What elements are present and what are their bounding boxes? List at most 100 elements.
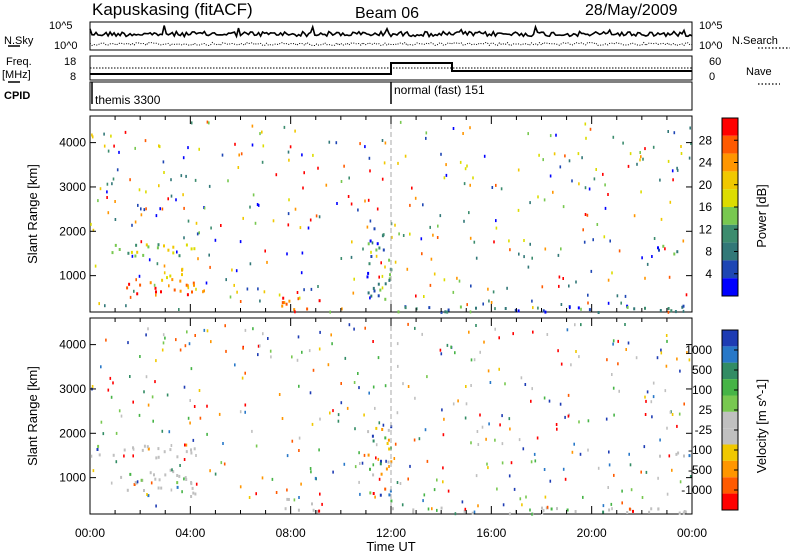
scatter-point: [479, 413, 481, 417]
scatter-point: [335, 141, 338, 145]
scatter-point: [129, 472, 132, 476]
scatter-point: [432, 233, 434, 237]
scatter-point: [421, 252, 423, 256]
scatter-point: [136, 480, 139, 484]
scatter-point: [154, 286, 157, 290]
scatter-point: [590, 269, 593, 273]
scatter-point: [131, 223, 133, 227]
scatter-point: [123, 448, 126, 452]
scatter-point: [163, 271, 166, 275]
scatter-point: [190, 451, 193, 455]
colorbar-tick-label: 8: [705, 245, 712, 259]
scatter-point: [123, 454, 125, 458]
scatter-point: [443, 176, 446, 180]
scatter-point: [388, 258, 391, 262]
scatter-point: [476, 430, 479, 433]
scatter-point: [312, 368, 315, 372]
scatter-point: [197, 257, 199, 261]
scatter-point: [385, 467, 388, 471]
scatter-point: [303, 171, 305, 175]
scatter-point: [357, 208, 359, 212]
colorbar-segment: [722, 477, 738, 494]
scatter-point: [562, 467, 565, 471]
colorbar-segment: [722, 330, 738, 347]
scatter-point: [143, 489, 145, 492]
scatter-point: [544, 495, 547, 499]
scatter-point: [446, 343, 449, 347]
scatter-point: [190, 367, 193, 371]
scatter-point: [203, 289, 205, 293]
scatter-point: [508, 474, 511, 478]
scatter-point: [646, 390, 649, 394]
scatter-point: [373, 227, 376, 231]
scatter-point: [370, 255, 373, 258]
scatter-point: [296, 358, 299, 362]
scatter-point: [607, 193, 609, 196]
scatter-point: [124, 130, 127, 134]
scatter-point: [483, 340, 485, 344]
scatter-point: [522, 447, 525, 451]
scatter-point: [447, 489, 450, 493]
scatter-point: [189, 421, 191, 425]
scatter-point: [597, 311, 600, 314]
scatter-point: [412, 508, 415, 512]
scatter-point: [147, 327, 149, 331]
y-tick-label: 4000: [59, 338, 86, 352]
scatter-point: [512, 332, 514, 336]
scatter-point: [607, 301, 610, 305]
scatter-point: [376, 207, 379, 211]
scatter-point: [620, 301, 622, 305]
scatter-point: [185, 174, 187, 178]
scatter-point: [690, 142, 692, 145]
colorbar-tick-label: -100: [688, 443, 712, 457]
scatter-point: [291, 355, 293, 359]
scatter-point: [115, 460, 118, 464]
scatter-point: [145, 190, 147, 194]
scatter-point: [541, 285, 544, 289]
scatter-point: [673, 252, 676, 256]
colorbar-tick-label: -25: [695, 423, 713, 437]
scatter-point: [114, 200, 116, 203]
scatter-point: [373, 289, 376, 293]
scatter-point: [541, 511, 544, 515]
scatter-point: [369, 169, 371, 173]
scatter-point: [171, 278, 174, 282]
scatter-point: [616, 294, 619, 298]
freq-label: Freq.: [6, 56, 32, 68]
scatter-point: [673, 131, 676, 135]
scatter-point: [248, 496, 251, 499]
scatter-point: [149, 471, 152, 475]
scatter-point: [330, 333, 332, 337]
scatter-point: [652, 145, 655, 149]
scatter-point: [543, 396, 546, 400]
scatter-point: [564, 477, 567, 481]
scatter-point: [595, 168, 597, 171]
scatter-point: [613, 413, 615, 417]
noise-sky-line: [89, 24, 693, 39]
scatter-point: [667, 307, 670, 310]
scatter-point: [113, 144, 115, 148]
scatter-point: [171, 468, 173, 472]
scatter-point: [587, 419, 590, 423]
scatter-point: [682, 511, 685, 515]
velocity-scatter-points: [90, 322, 692, 516]
scatter-point: [158, 145, 161, 149]
scatter-point: [331, 342, 333, 346]
scatter-point: [163, 171, 165, 174]
scatter-point: [436, 508, 438, 512]
scatter-point: [586, 213, 589, 217]
scatter-point: [557, 253, 560, 257]
scatter-point: [145, 207, 147, 211]
scatter-point: [668, 275, 671, 279]
scatter-point: [160, 486, 163, 490]
scatter-point: [138, 188, 141, 192]
scatter-point: [129, 295, 132, 299]
scatter-point: [332, 470, 334, 474]
scatter-point: [463, 509, 466, 513]
scatter-point: [185, 283, 188, 287]
scatter-point: [422, 203, 424, 207]
scatter-point: [129, 375, 131, 378]
scatter-point: [542, 158, 544, 162]
scatter-point: [680, 145, 682, 148]
y-tick-label: 4000: [59, 136, 86, 150]
